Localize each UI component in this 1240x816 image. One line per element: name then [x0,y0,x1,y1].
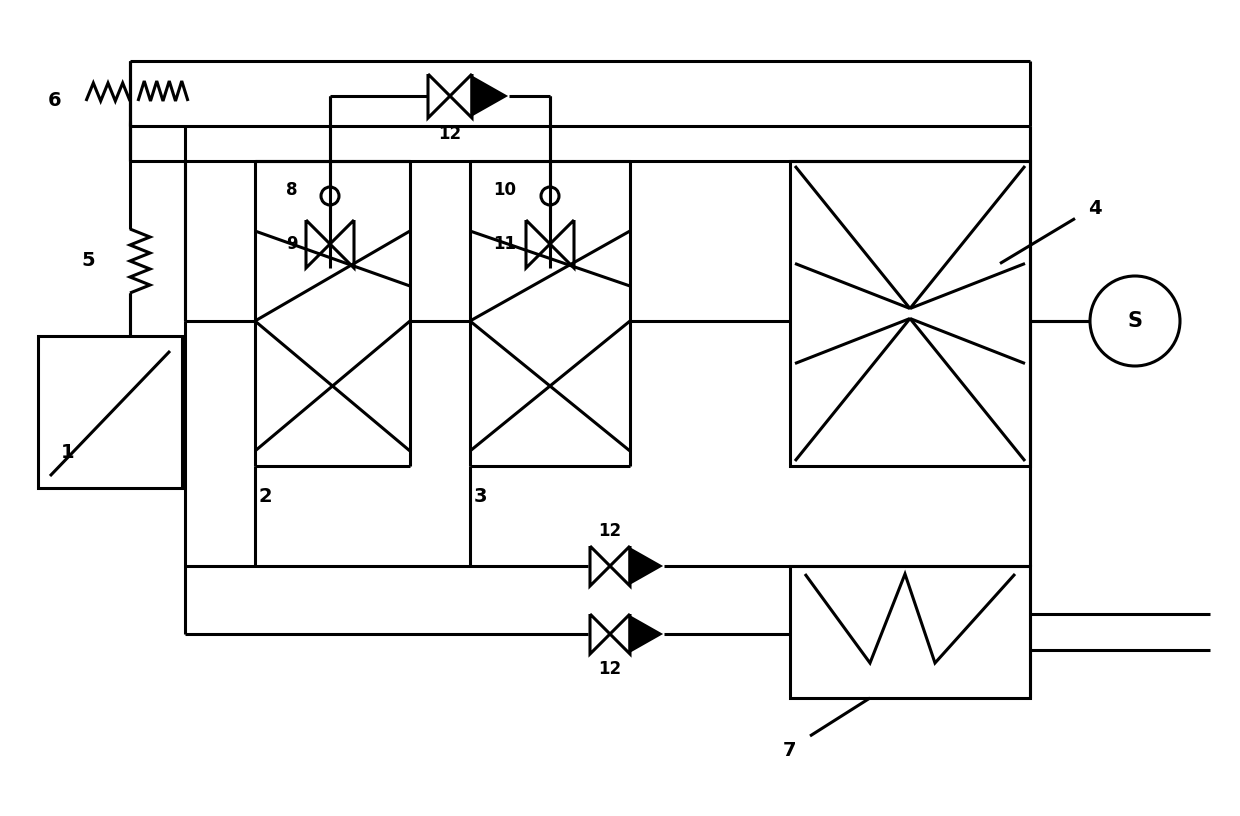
Polygon shape [630,549,660,583]
Text: 5: 5 [81,251,94,270]
Text: 1: 1 [61,444,74,463]
Text: 3: 3 [474,486,487,505]
Bar [38,336,182,488]
Text: 12: 12 [439,125,461,143]
Bar [790,161,1030,466]
Text: S: S [1127,311,1142,331]
Text: 2: 2 [258,486,272,505]
Bar [790,566,1030,698]
Text: 11: 11 [494,235,517,253]
Text: 12: 12 [599,660,621,678]
Text: 8: 8 [286,181,298,199]
Text: 9: 9 [286,235,298,253]
Text: 4: 4 [1089,199,1102,218]
Text: 7: 7 [784,740,797,760]
Polygon shape [472,78,505,115]
Text: 12: 12 [599,522,621,540]
Polygon shape [630,617,660,651]
Text: 6: 6 [48,91,62,110]
Text: 10: 10 [494,181,517,199]
